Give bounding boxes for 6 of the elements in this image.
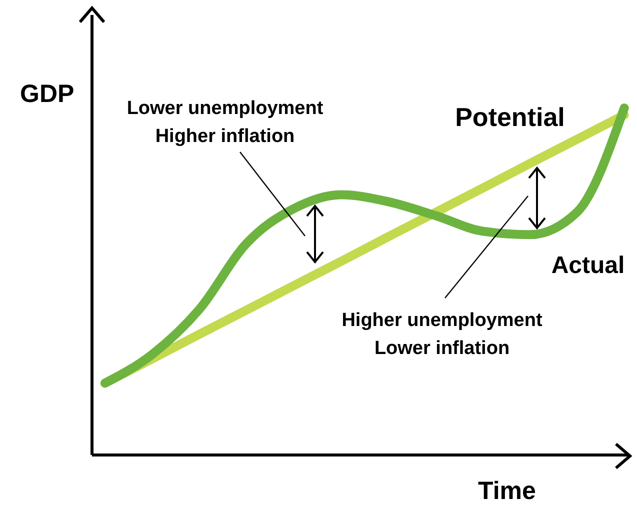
series-label: Potential (455, 102, 565, 132)
series-label: Actual (551, 252, 625, 279)
annotation: Higher unemployment Lower inflation (342, 310, 543, 359)
y-axis-title: GDP (20, 80, 74, 108)
x-axis-title: Time (478, 477, 536, 505)
annotation: Lower unemployment Higher inflation (126, 98, 324, 147)
